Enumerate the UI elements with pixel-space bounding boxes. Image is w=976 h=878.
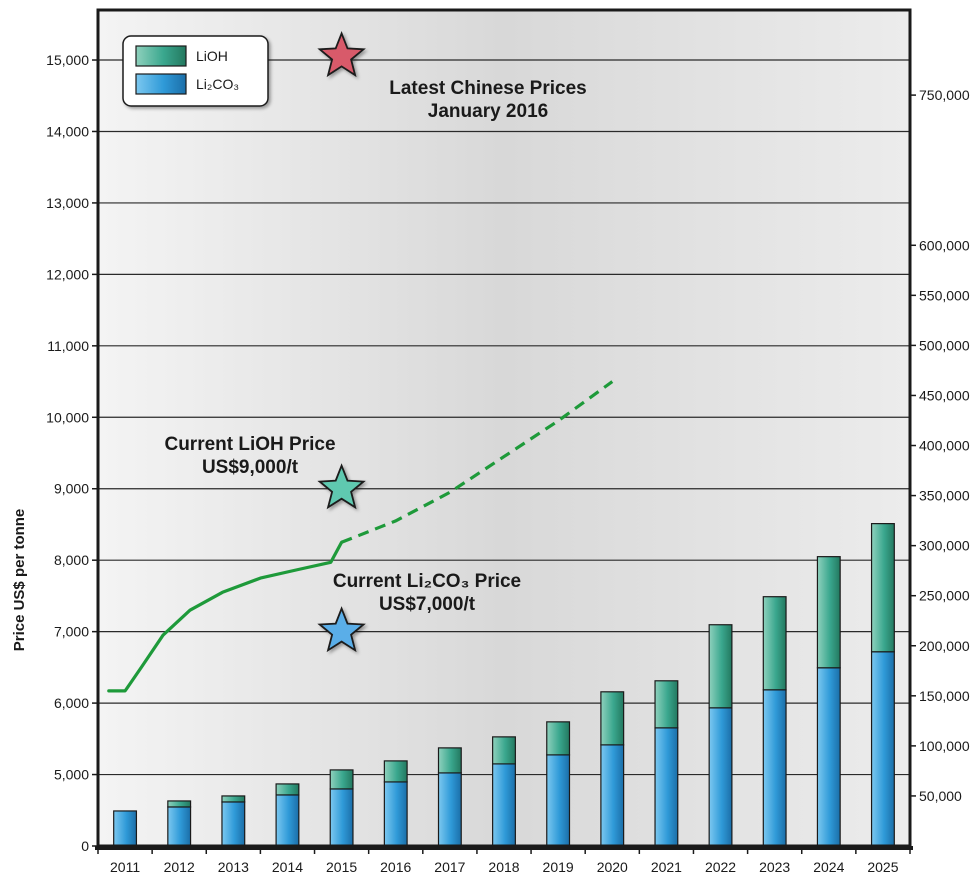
left-tick-label: 5,000 [54, 767, 89, 783]
bar-LiOH-2021 [654, 680, 679, 729]
left-tick-label: 8,000 [54, 552, 89, 568]
plot-frame [95, 8, 913, 850]
bar-Li2CO3-2023 [762, 689, 787, 847]
right-tick-label: 600,000 [919, 237, 970, 253]
bar-LiOH-2015 [329, 769, 354, 790]
bar-LiOH-2023 [762, 596, 787, 691]
annotation-text: US$7,000/t [379, 594, 476, 615]
legend-swatch [135, 45, 187, 67]
x-tick-label: 2022 [705, 859, 736, 875]
right-tick-label: 400,000 [919, 438, 970, 454]
bar-LiOH-2013 [221, 795, 246, 803]
x-tick-label: 2021 [651, 859, 682, 875]
annotation-text: Latest Chinese Prices [389, 78, 586, 99]
left-axis-ticks: 0 5,000 6,000 7,000 8,000 9,000 10,000 11,000 12… [46, 52, 98, 854]
x-tick-label: 2019 [543, 859, 574, 875]
bar-LiOH-2016 [383, 760, 408, 783]
star-marker-icon [317, 30, 366, 78]
bar-Li2CO3-2018 [492, 763, 516, 847]
left-tick-label: 0 [81, 838, 89, 854]
x-tick-label: 2012 [164, 859, 195, 875]
right-axis-ticks: 50,000 100,000 150,000 200,000 250,000 300,00… [910, 87, 970, 804]
price-line [107, 380, 614, 693]
bar-Li2CO3-2013 [221, 801, 246, 847]
x-tick-label: 2017 [434, 859, 465, 875]
x-tick-label: 2018 [488, 859, 519, 875]
annotation-text: January 2016 [428, 101, 548, 122]
bar-LiOH-2017 [437, 747, 462, 774]
bar-LiOH-2014 [275, 783, 300, 796]
right-tick-label: 150,000 [919, 688, 970, 704]
annotation-text: Current LiOH Price [164, 434, 335, 455]
annotation-text: US$9,000/t [202, 457, 299, 478]
x-tick-label: 2011 [110, 859, 140, 875]
bar-Li2CO3-2016 [383, 781, 408, 847]
bar-Li2CO3-2012 [167, 806, 192, 847]
bar-Li2CO3-2020 [600, 744, 625, 847]
right-tick-label: 500,000 [919, 337, 970, 353]
left-tick-label: 10,000 [46, 409, 89, 425]
left-tick-label: 15,000 [46, 52, 89, 68]
left-tick-label: 11,000 [47, 338, 89, 354]
bar-Li2CO3-2014 [275, 794, 300, 847]
legend-swatch [135, 73, 187, 95]
legend-label: Li₂CO₃ [196, 76, 239, 92]
x-tick-label: 2025 [867, 859, 898, 875]
left-tick-label: 13,000 [46, 195, 89, 211]
bar-Li2CO3-2015 [329, 788, 354, 847]
bar-LiOH-2012 [167, 800, 192, 808]
right-tick-label: 100,000 [919, 738, 970, 754]
left-tick-label: 12,000 [46, 266, 89, 282]
x-tick-label: 2020 [597, 859, 628, 875]
x-tick-label: 2014 [272, 859, 303, 875]
right-tick-label: 250,000 [919, 588, 970, 604]
right-tick-label: 200,000 [919, 638, 970, 654]
bar-Li2CO3-2025 [870, 651, 895, 847]
legend: LiOH Li₂CO₃ [122, 35, 269, 107]
left-tick-label: 9,000 [54, 481, 89, 497]
right-tick-label: 350,000 [919, 488, 970, 504]
bar-Li2CO3-2019 [546, 754, 571, 847]
price-line-solid [107, 540, 344, 693]
bar-Li2CO3-2017 [437, 772, 462, 847]
bar-Li2CO3-2021 [654, 727, 679, 847]
x-axis-ticks: 2011 2012 2013 2014 2015 2016 2017 2018 2019 2020… [97, 846, 911, 875]
x-tick-label: 2013 [218, 859, 249, 875]
annotation-text: Current Li₂CO₃ Price [333, 571, 521, 592]
x-tick-label: 2016 [380, 859, 411, 875]
bar-LiOH-2020 [600, 691, 625, 746]
right-tick-label: 300,000 [919, 538, 970, 554]
bar-LiOH-2018 [492, 736, 516, 765]
bar-LiOH-2022 [708, 624, 733, 709]
bars [113, 523, 895, 847]
right-tick-label: 750,000 [919, 87, 970, 103]
bar-Li2CO3-2011 [113, 810, 138, 847]
bar-Li2CO3-2022 [708, 707, 733, 847]
bar-Li2CO3-2024 [816, 667, 841, 847]
right-tick-label: 450,000 [919, 387, 970, 403]
star-marker-icon [317, 463, 366, 510]
right-tick-label: 550,000 [919, 287, 970, 303]
left-tick-label: 14,000 [46, 123, 89, 139]
left-tick-label: 6,000 [54, 695, 89, 711]
plot-background [98, 10, 910, 846]
left-tick-label: 7,000 [54, 624, 89, 640]
star-marker-icon [317, 606, 366, 653]
x-tick-label: 2023 [759, 859, 790, 875]
x-tick-label: 2024 [813, 859, 844, 875]
right-tick-label: 50,000 [919, 788, 962, 804]
x-tick-label: 2015 [326, 859, 357, 875]
bar-LiOH-2019 [546, 721, 571, 756]
y-axis-label: Price US$ per tonne [11, 509, 28, 652]
bar-LiOH-2024 [816, 556, 841, 669]
price-line-forecast [341, 380, 614, 544]
legend-label: LiOH [196, 48, 228, 64]
bar-LiOH-2025 [870, 523, 895, 653]
